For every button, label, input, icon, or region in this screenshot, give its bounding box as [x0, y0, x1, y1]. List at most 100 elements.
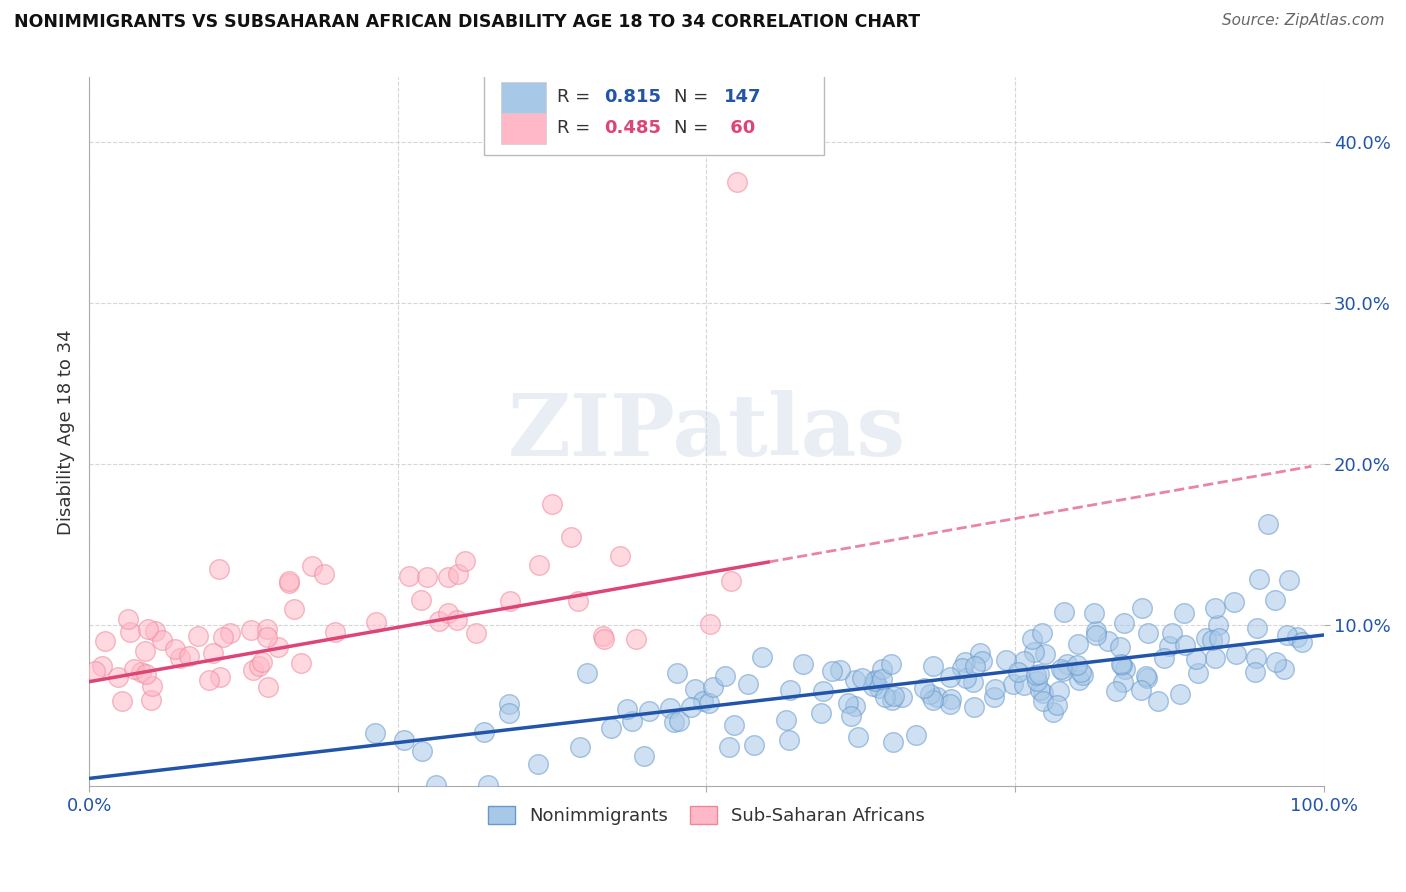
Point — [873, 690, 896, 704]
Point — [278, 574, 301, 588]
Point — [569, 739, 592, 754]
Point — [1112, 675, 1135, 690]
Point — [1001, 676, 1024, 690]
Point — [1204, 601, 1226, 615]
Point — [498, 697, 520, 711]
Point — [880, 657, 903, 671]
Point — [394, 732, 416, 747]
Point — [1046, 698, 1069, 712]
Point — [1204, 651, 1226, 665]
Point — [922, 659, 945, 673]
Point — [683, 681, 706, 696]
FancyBboxPatch shape — [484, 74, 824, 155]
Point — [218, 625, 240, 640]
Point — [592, 629, 614, 643]
Point — [1246, 621, 1268, 635]
Point — [1247, 573, 1270, 587]
Point — [1291, 634, 1313, 648]
Point — [437, 570, 460, 584]
Point — [278, 575, 301, 590]
Point — [668, 714, 690, 728]
Point — [1257, 516, 1279, 531]
Point — [846, 731, 869, 745]
Point — [870, 672, 893, 686]
Point — [141, 680, 163, 694]
Point — [256, 630, 278, 644]
Point — [839, 709, 862, 723]
Point — [472, 725, 495, 739]
Point — [658, 701, 681, 715]
Point — [427, 615, 450, 629]
Point — [560, 530, 582, 544]
Point — [212, 631, 235, 645]
Point — [939, 692, 962, 706]
Text: 60: 60 — [724, 120, 755, 137]
Point — [1029, 683, 1052, 698]
Point — [962, 674, 984, 689]
Point — [905, 728, 928, 742]
Point — [122, 662, 145, 676]
Point — [775, 713, 797, 727]
Point — [692, 694, 714, 708]
Point — [499, 593, 522, 607]
Point — [165, 641, 187, 656]
Point — [150, 632, 173, 647]
Point — [1108, 640, 1130, 654]
Point — [1112, 616, 1135, 631]
Point — [697, 696, 720, 710]
Point — [290, 656, 312, 670]
Point — [1130, 600, 1153, 615]
Point — [868, 681, 890, 695]
Point — [1052, 664, 1074, 678]
Point — [983, 690, 1005, 704]
Point — [742, 738, 765, 752]
Point — [575, 665, 598, 680]
Text: N =: N = — [675, 87, 714, 105]
Point — [616, 702, 638, 716]
Point — [1244, 650, 1267, 665]
Point — [454, 554, 477, 568]
Point — [415, 570, 437, 584]
Point — [1012, 678, 1035, 692]
Point — [792, 657, 814, 672]
Point — [477, 778, 499, 792]
Point — [118, 625, 141, 640]
Point — [1285, 630, 1308, 644]
Text: R =: R = — [557, 120, 596, 137]
Point — [751, 650, 773, 665]
Point — [1049, 662, 1071, 676]
Point — [779, 682, 801, 697]
Point — [465, 626, 488, 640]
Point — [863, 674, 886, 689]
Point — [1070, 665, 1092, 679]
Point — [851, 671, 873, 685]
Point — [1129, 682, 1152, 697]
FancyBboxPatch shape — [502, 113, 546, 145]
Point — [599, 721, 621, 735]
Point — [250, 655, 273, 669]
Point — [447, 566, 470, 581]
Point — [129, 665, 152, 679]
Point — [953, 655, 976, 669]
Point — [662, 714, 685, 729]
Point — [1031, 626, 1053, 640]
Point — [963, 658, 986, 673]
Point — [136, 622, 159, 636]
Point — [111, 694, 134, 708]
Point — [84, 664, 107, 678]
Point — [912, 681, 935, 696]
Text: NONIMMIGRANTS VS SUBSAHARAN AFRICAN DISABILITY AGE 18 TO 34 CORRELATION CHART: NONIMMIGRANTS VS SUBSAHARAN AFRICAN DISA… — [14, 13, 920, 31]
Point — [409, 593, 432, 607]
Point — [921, 693, 943, 707]
Point — [1053, 605, 1076, 619]
Text: 0.815: 0.815 — [605, 87, 661, 105]
Point — [679, 699, 702, 714]
Point — [187, 629, 209, 643]
Point — [541, 498, 564, 512]
Point — [1032, 694, 1054, 708]
Point — [1109, 657, 1132, 672]
Point — [1187, 666, 1209, 681]
Text: R =: R = — [557, 87, 596, 105]
Point — [1264, 592, 1286, 607]
Point — [135, 667, 157, 681]
